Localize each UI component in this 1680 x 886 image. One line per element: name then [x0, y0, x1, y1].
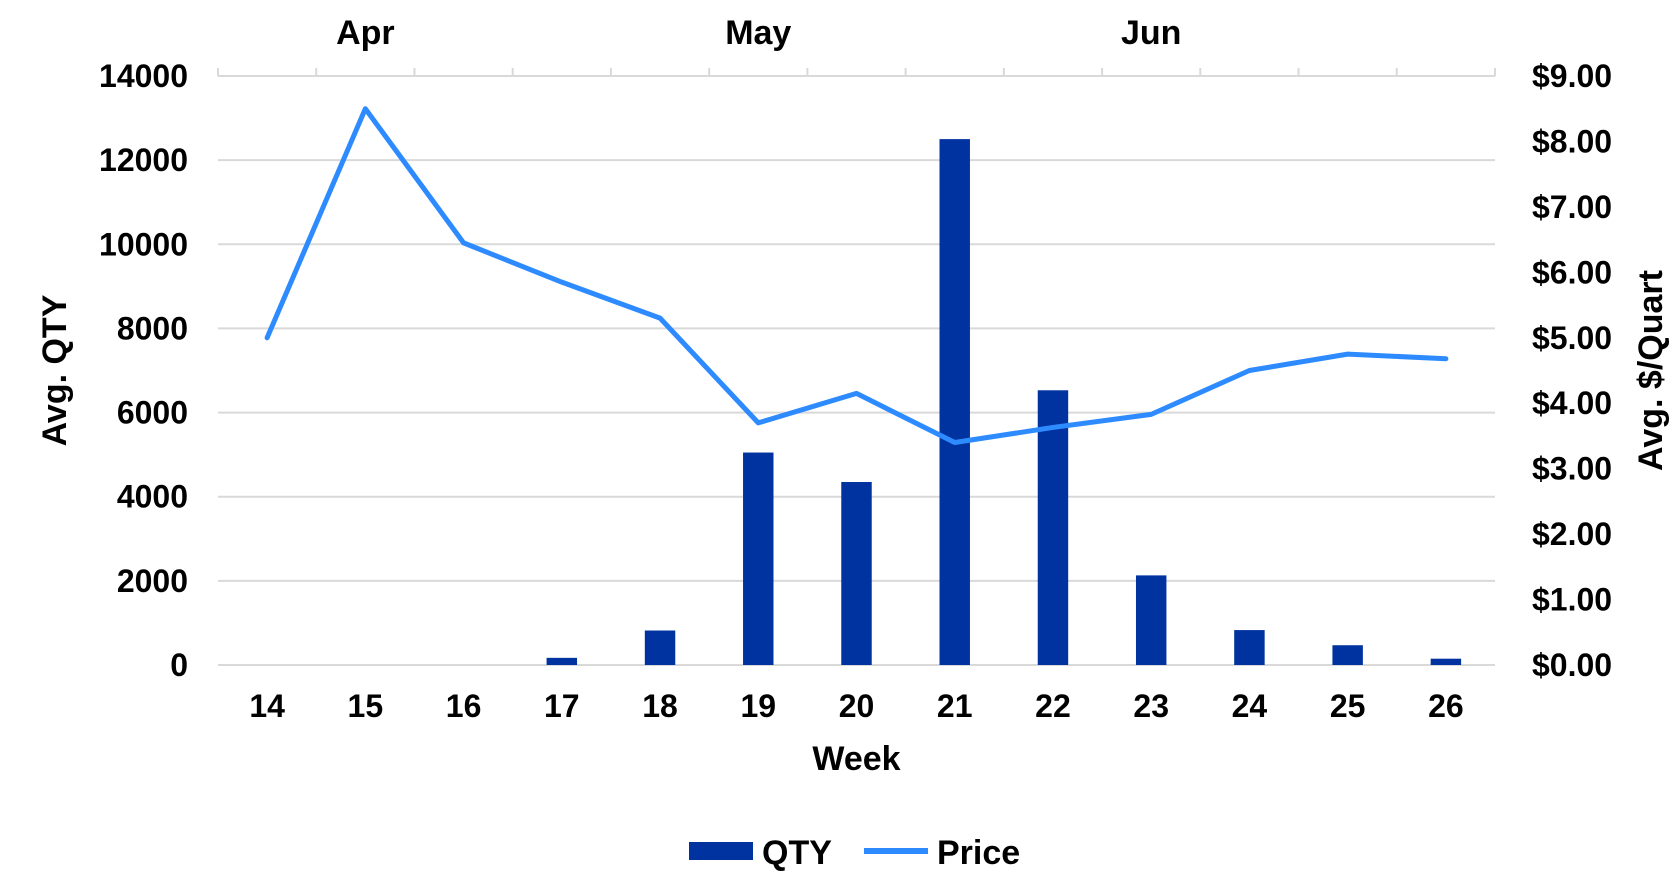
- x-tick-label: 25: [1330, 688, 1366, 724]
- y-right-tick-label: $1.00: [1532, 582, 1612, 618]
- x-tick-label: 24: [1232, 688, 1268, 724]
- y-right-tick-label: $5.00: [1532, 320, 1612, 356]
- qty-bar: [1234, 630, 1264, 665]
- qty-bar: [547, 658, 577, 665]
- y-left-tick-label: 14000: [99, 58, 188, 94]
- price-line: [267, 109, 1446, 443]
- month-label: Apr: [336, 14, 395, 52]
- x-tick-label: 20: [839, 688, 875, 724]
- x-tick-label: 15: [348, 688, 384, 724]
- y-right-tick-label: $2.00: [1532, 516, 1612, 552]
- legend-swatch-qty: [689, 842, 753, 860]
- month-label: Jun: [1121, 14, 1181, 52]
- y-right-tick-label: $3.00: [1532, 451, 1612, 487]
- x-axis-title: Week: [812, 740, 900, 778]
- y-right-tick-label: $9.00: [1532, 58, 1612, 94]
- y-right-tick-label: $7.00: [1532, 189, 1612, 225]
- y-left-tick-label: 8000: [117, 310, 188, 346]
- x-tick-label: 23: [1133, 688, 1169, 724]
- price-series-line: [267, 109, 1446, 443]
- x-tick-label: 17: [544, 688, 580, 724]
- y-left-tick-label: 10000: [99, 226, 188, 262]
- x-tick-label: 14: [249, 688, 285, 724]
- qty-bar: [940, 139, 970, 665]
- y-right-tick-label: $4.00: [1532, 385, 1612, 421]
- y-right-axis-title: Avg. $/Quart: [1632, 270, 1670, 471]
- y-left-tick-label: 12000: [99, 142, 188, 178]
- x-tick-label: 22: [1035, 688, 1071, 724]
- y-left-tick-label: 4000: [117, 479, 188, 515]
- qty-bar: [1136, 575, 1166, 665]
- x-tick-label: 19: [740, 688, 776, 724]
- month-label: May: [725, 14, 791, 52]
- x-tick-label: 16: [446, 688, 482, 724]
- x-tick-label: 26: [1428, 688, 1464, 724]
- x-tick-label: 18: [642, 688, 678, 724]
- y-right-tick-label: $0.00: [1532, 647, 1612, 683]
- qty-bar: [1332, 645, 1362, 665]
- y-left-tick-label: 6000: [117, 395, 188, 431]
- qty-bar: [841, 482, 871, 665]
- legend: QTY Price: [689, 834, 1020, 872]
- x-tick-label: 21: [937, 688, 973, 724]
- legend-label-qty: QTY: [762, 834, 832, 872]
- qty-bars: [547, 139, 1462, 665]
- qty-bar: [1431, 659, 1461, 665]
- y-left-tick-label: 0: [170, 647, 188, 683]
- legend-label-price: Price: [937, 834, 1020, 872]
- qty-bar: [743, 453, 773, 665]
- y-left-axis-title: Avg. QTY: [36, 294, 74, 446]
- y-right-tick-label: $6.00: [1532, 254, 1612, 290]
- qty-bar: [645, 631, 675, 665]
- y-left-tick-label: 2000: [117, 563, 188, 599]
- y-right-tick-label: $8.00: [1532, 123, 1612, 159]
